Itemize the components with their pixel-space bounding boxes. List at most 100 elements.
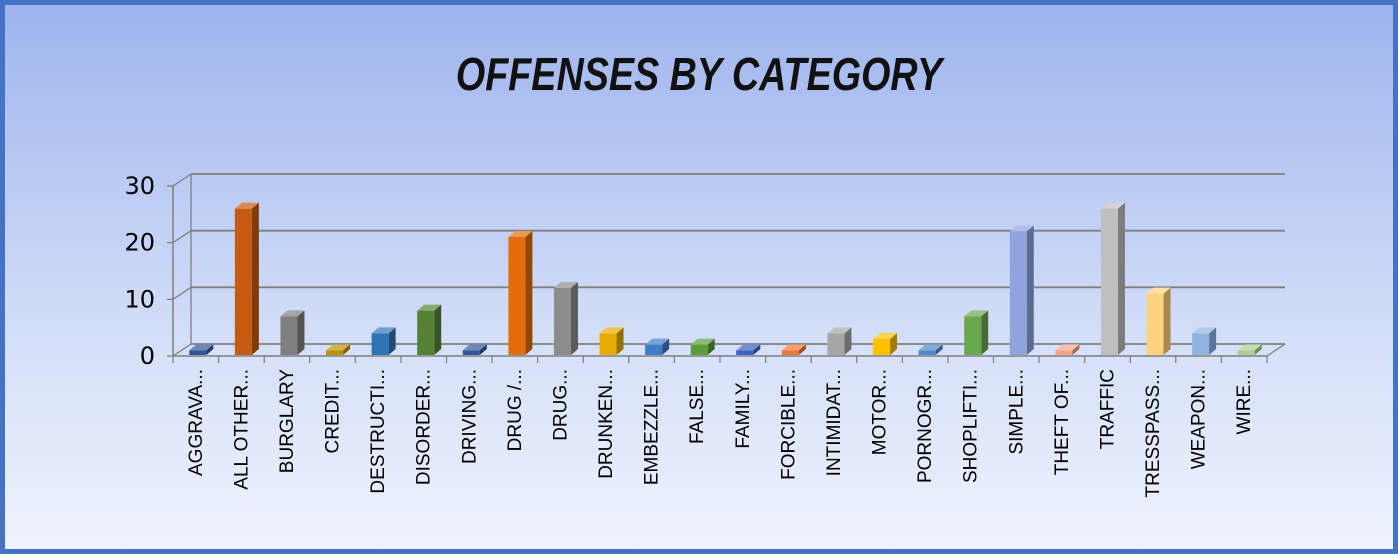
- bar-side: [434, 304, 442, 355]
- bar-side: [1117, 202, 1125, 355]
- bar-side: [753, 344, 761, 355]
- y-tick-label: 20: [124, 229, 155, 257]
- bar-top: [553, 282, 578, 288]
- bar: [326, 344, 351, 355]
- y-tick-label: 0: [140, 342, 155, 370]
- bar-side: [1072, 344, 1080, 355]
- x-tick-label: DRIVING...: [459, 369, 480, 464]
- bar-side: [707, 338, 715, 355]
- bar: [1237, 344, 1262, 355]
- bar-front: [781, 350, 799, 355]
- bar-front: [736, 350, 754, 355]
- bar-front: [326, 350, 344, 355]
- bar-side: [1163, 287, 1171, 355]
- bar-front: [234, 208, 252, 355]
- bar-top: [417, 304, 442, 311]
- x-tick-label: CREDIT...: [323, 369, 344, 453]
- x-tick-label: WIRE...: [1234, 369, 1255, 434]
- bar-front: [417, 310, 435, 355]
- bar: [1055, 344, 1080, 355]
- bar-side: [343, 344, 351, 355]
- bar-side: [206, 344, 214, 355]
- bar: [234, 202, 259, 355]
- bar-top: [326, 344, 351, 351]
- x-tick-label: TRESSPASS...: [1143, 369, 1164, 497]
- bar-front: [690, 344, 708, 355]
- bar-side: [890, 333, 898, 355]
- gridline-connector: [172, 173, 192, 187]
- bar-side: [935, 344, 943, 355]
- bar-front: [1055, 350, 1073, 355]
- bar-front: [508, 237, 526, 355]
- bar: [964, 310, 989, 355]
- x-tick-label: ALL OTHER...: [231, 369, 252, 490]
- bar-front: [873, 339, 891, 355]
- bar: [371, 327, 396, 355]
- bar-front: [1192, 333, 1210, 355]
- bar-side: [388, 327, 396, 355]
- bar-side: [525, 231, 533, 355]
- bar-front: [189, 350, 207, 355]
- bar-top: [1009, 225, 1034, 232]
- bar-side: [251, 202, 259, 355]
- bar: [417, 304, 442, 355]
- x-tick-label: THEFT OF...: [1052, 369, 1073, 475]
- bar-side: [798, 344, 806, 355]
- bar-side: [297, 310, 305, 355]
- x-tick-label: PORNOGR...: [915, 369, 936, 483]
- bars: [189, 202, 1262, 355]
- x-tick-label: DRUG...: [550, 369, 571, 441]
- bar-top: [781, 344, 806, 351]
- x-tick-label: EMBEZZLE...: [642, 369, 663, 485]
- x-tick-label: TRAFFIC: [1097, 369, 1118, 449]
- bar-top: [736, 344, 761, 351]
- bar-front: [918, 350, 936, 355]
- x-tick-label: DRUG /...: [505, 369, 526, 451]
- bar-top: [873, 333, 898, 339]
- bar: [781, 344, 806, 355]
- bar-top: [1192, 327, 1217, 334]
- bar: [1100, 202, 1125, 355]
- bar-front: [462, 350, 480, 355]
- bar-front: [371, 333, 389, 355]
- x-tick-label: SIMPLE...: [1006, 369, 1027, 455]
- bar: [189, 344, 214, 355]
- bar-front: [1100, 208, 1118, 355]
- bar-front: [1237, 350, 1255, 355]
- x-tick-label: WEAPON...: [1189, 369, 1210, 469]
- bar: [280, 310, 305, 355]
- x-tick-label: FAMILY...: [733, 369, 754, 449]
- x-tick-label: DESTRUCTI...: [368, 369, 389, 494]
- bar: [827, 327, 852, 355]
- bar-front: [599, 333, 617, 355]
- axes: 0 10 20 30: [124, 172, 1286, 370]
- bar-chart: 0 10 20 30 AGGRAVA... ALL OTHER... BURGLARY CRE…: [124, 172, 1286, 497]
- floor-edge: [1266, 343, 1286, 357]
- bar-front: [964, 316, 982, 355]
- bar-top: [1237, 344, 1262, 351]
- bar: [1192, 327, 1217, 355]
- bar: [645, 338, 670, 355]
- x-tick-label: FORCIBLE...: [778, 369, 799, 480]
- y-tick-label: 10: [124, 285, 155, 313]
- bar-side: [479, 344, 487, 355]
- bar: [553, 282, 578, 355]
- x-tick-label: DRUNKEN...: [596, 369, 617, 479]
- bar-top: [918, 344, 943, 351]
- bar-top: [827, 327, 852, 334]
- bar-front: [645, 344, 663, 355]
- bar-top: [189, 344, 214, 351]
- gridline-connector: [172, 343, 192, 357]
- bar-front: [553, 288, 571, 355]
- bar-side: [662, 338, 670, 355]
- x-tick-label: BURGLARY: [277, 369, 298, 474]
- bar-front: [827, 333, 845, 355]
- bar-top: [599, 327, 624, 334]
- gridline-connector: [172, 230, 192, 244]
- bar-top: [462, 344, 487, 351]
- x-tick-label: INTIMIDAT...: [824, 369, 845, 476]
- bar: [873, 333, 898, 355]
- chart-title: OFFENSES BY CATEGORY: [455, 48, 943, 100]
- x-tick-label: AGGRAVA...: [186, 369, 207, 476]
